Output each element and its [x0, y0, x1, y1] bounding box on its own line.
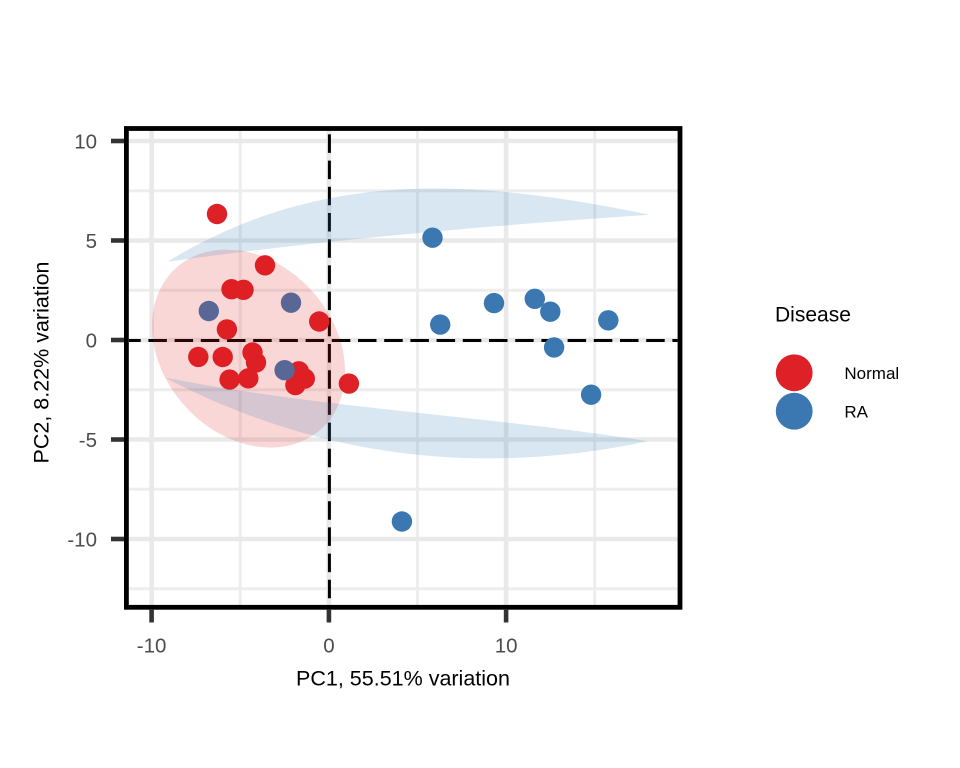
svg-text:5: 5 — [86, 230, 97, 253]
svg-text:0: 0 — [323, 635, 334, 658]
svg-text:PC2, 8.22% variation: PC2, 8.22% variation — [30, 262, 54, 464]
svg-text:-10: -10 — [137, 635, 167, 658]
svg-text:Disease: Disease — [775, 303, 851, 326]
svg-text:-5: -5 — [79, 429, 97, 452]
svg-text:PC1, 55.51% variation: PC1, 55.51% variation — [296, 667, 510, 691]
svg-text:10: 10 — [495, 635, 518, 658]
svg-text:0: 0 — [86, 329, 97, 352]
svg-text:-10: -10 — [67, 528, 97, 551]
svg-text:10: 10 — [74, 130, 97, 153]
svg-text:Normal: Normal — [844, 364, 899, 383]
svg-text:RA: RA — [844, 402, 868, 421]
